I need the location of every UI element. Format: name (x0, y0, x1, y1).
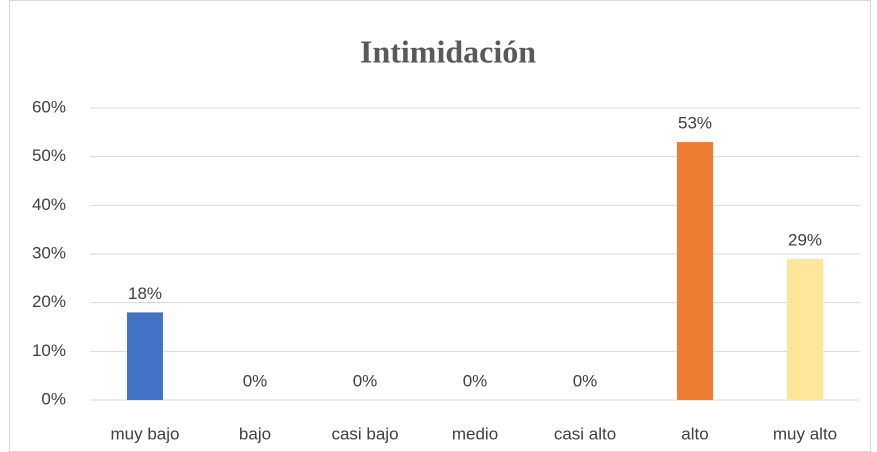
y-tick-label: 20% (32, 292, 66, 311)
bar (787, 258, 823, 400)
value-label: 0% (353, 371, 378, 390)
y-tick-label: 0% (41, 389, 66, 408)
bar (677, 142, 713, 401)
y-tick-label: 30% (32, 243, 66, 262)
value-label: 53% (678, 114, 712, 133)
chart-title: Intimidación (360, 33, 536, 69)
x-tick-label: muy bajo (111, 424, 180, 443)
y-tick-label: 50% (32, 146, 66, 165)
bar (127, 312, 163, 400)
value-label: 0% (463, 371, 488, 390)
x-tick-label: casi alto (554, 424, 616, 443)
value-label: 0% (573, 371, 598, 390)
x-tick-label: bajo (239, 424, 271, 443)
value-label: 18% (128, 284, 162, 303)
x-tick-label: muy alto (773, 424, 837, 443)
value-label: 29% (788, 230, 822, 249)
y-tick-label: 60% (32, 97, 66, 116)
x-tick-label: casi bajo (331, 424, 398, 443)
y-tick-label: 10% (32, 341, 66, 360)
x-tick-label: medio (452, 424, 498, 443)
y-tick-label: 40% (32, 195, 66, 214)
value-label: 0% (243, 371, 268, 390)
x-tick-label: alto (681, 424, 708, 443)
